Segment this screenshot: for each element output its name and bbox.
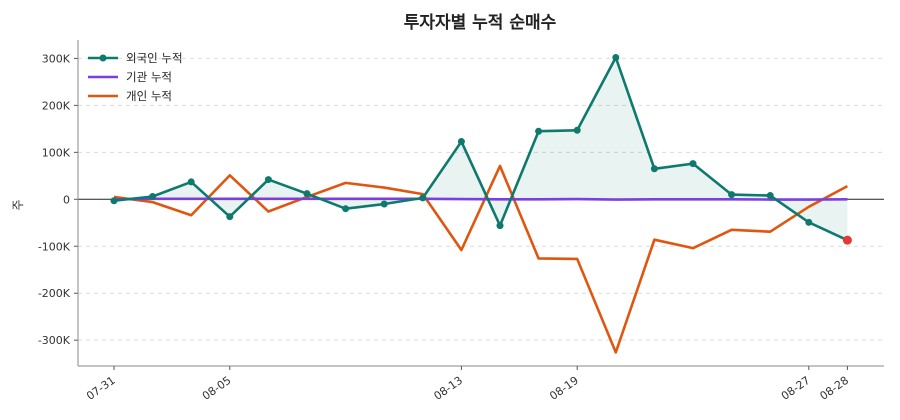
series-line-1 — [113, 197, 848, 201]
legend-label: 기관 누적 — [126, 70, 172, 84]
grid — [78, 57, 884, 341]
series-line-0 — [113, 56, 848, 242]
data-point — [457, 138, 465, 146]
data-point — [573, 126, 581, 134]
y-axis-label: 주 — [11, 199, 25, 210]
data-point — [187, 178, 195, 186]
y-tick-label: 100K — [42, 146, 71, 159]
data-point — [650, 165, 658, 173]
data-point — [110, 197, 118, 205]
data-point — [303, 190, 311, 198]
data-point — [264, 176, 272, 184]
y-tick-label: -200K — [38, 287, 71, 300]
y-tick-label: 200K — [42, 99, 71, 112]
data-point — [342, 205, 350, 213]
series-lines — [110, 53, 852, 354]
series-line-2 — [113, 164, 849, 354]
data-point — [728, 191, 736, 199]
legend-marker — [99, 54, 107, 62]
data-point — [689, 160, 697, 168]
data-point — [535, 127, 543, 135]
y-tick-label: 300K — [42, 52, 71, 65]
y-tick-label: -100K — [38, 240, 71, 253]
x-tick-label: 08-28 — [817, 374, 851, 403]
y-tick-label: -300K — [38, 334, 71, 347]
last-point-marker — [842, 235, 852, 245]
data-point — [380, 200, 388, 208]
data-point — [766, 192, 774, 200]
data-point — [419, 194, 427, 202]
y-tick-label: 0 — [63, 193, 70, 206]
x-tick-label: 07-31 — [84, 374, 118, 403]
data-point — [496, 222, 504, 230]
legend-label: 외국인 누적 — [126, 51, 183, 65]
chart-title: 투자자별 누적 순매수 — [404, 13, 557, 33]
legend-label: 개인 누적 — [126, 89, 172, 103]
x-tick-label: 08-27 — [779, 374, 813, 403]
data-point — [149, 192, 157, 200]
x-tick-label: 08-13 — [431, 374, 465, 403]
data-point — [226, 213, 234, 221]
data-point — [612, 53, 620, 61]
x-tick-label: 08-05 — [200, 374, 234, 403]
series-area-0 — [114, 57, 848, 241]
x-tick-label: 08-19 — [547, 374, 581, 403]
area-fill — [114, 57, 848, 241]
data-point — [805, 218, 813, 226]
